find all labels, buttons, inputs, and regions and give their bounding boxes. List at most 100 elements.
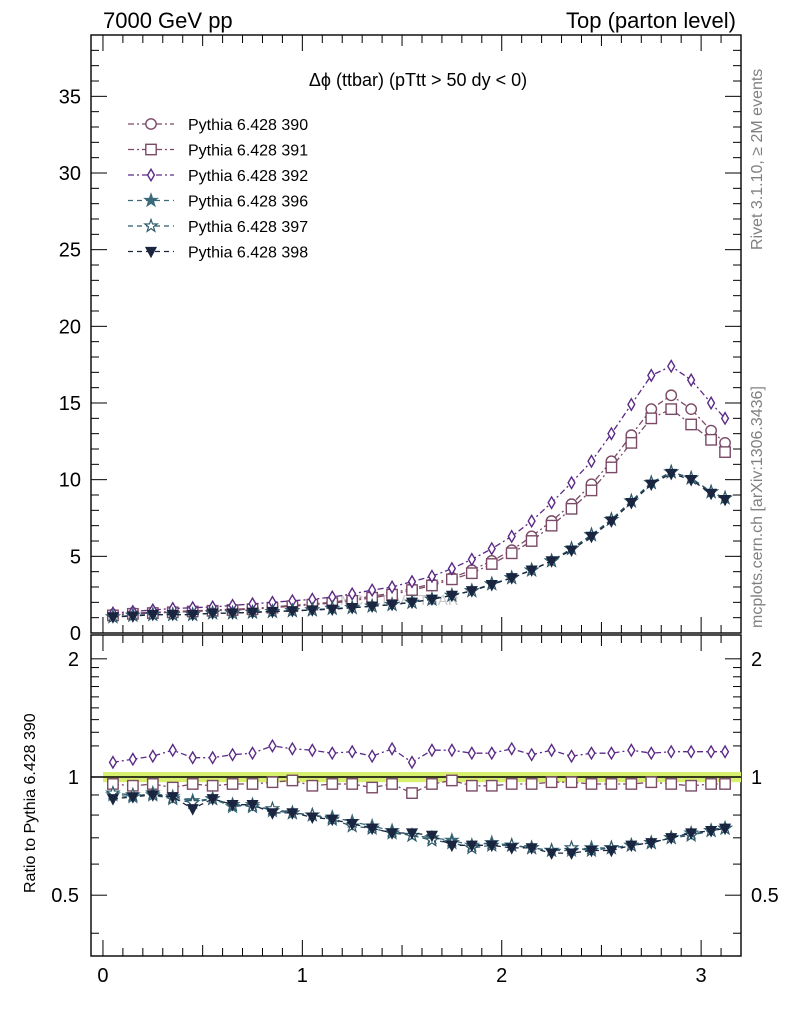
data-point xyxy=(346,603,359,615)
series-5 xyxy=(106,468,732,624)
ratio-data-point xyxy=(288,741,297,756)
legend-label: Pythia 6.428 398 xyxy=(188,245,308,262)
legend-entry: Pythia 6.428 397 xyxy=(128,217,308,236)
data-point xyxy=(326,604,339,617)
ratio-data-point xyxy=(148,749,158,764)
data-point xyxy=(367,582,377,598)
ratio-series-0 xyxy=(107,774,731,799)
ratio-data-point xyxy=(686,744,696,759)
data-point xyxy=(445,590,458,603)
ratio-y-tick-label-right: 0.5 xyxy=(751,885,779,907)
data-point xyxy=(425,594,438,607)
ratio-data-point xyxy=(525,778,538,790)
data-point xyxy=(386,599,399,612)
ratio-data-point xyxy=(719,778,731,790)
ratio-data-point xyxy=(665,778,678,790)
data-point xyxy=(665,389,678,402)
ratio-series-4 xyxy=(106,790,732,860)
ratio-data-point xyxy=(128,752,138,767)
data-point xyxy=(645,412,658,425)
ratio-data-point xyxy=(366,823,379,836)
ratio-axis-ticks: 0.5 0.5 1 1 2 2 0 1 2 3 xyxy=(51,635,779,987)
legend-marker xyxy=(143,217,159,233)
mcplots-reference-label: mcplots.cern.ch [arXiv:1306.3436] xyxy=(749,386,766,628)
ratio-data-point xyxy=(168,743,177,758)
y-tick-label: 10 xyxy=(59,470,81,492)
ratio-data-point xyxy=(625,778,638,790)
y-tick-label: 35 xyxy=(59,86,81,108)
y-tick-label: 15 xyxy=(59,393,81,415)
ratio-data-point xyxy=(505,778,518,790)
y-tick-label: 0 xyxy=(70,623,81,645)
data-point xyxy=(505,573,518,585)
y-tick-label: 25 xyxy=(59,240,81,262)
legend-marker xyxy=(145,118,157,130)
data-point xyxy=(146,609,159,622)
ratio-series-group xyxy=(105,738,733,860)
legend-label: Pythia 6.428 390 xyxy=(188,117,308,134)
data-point xyxy=(567,475,576,490)
ratio-data-point xyxy=(605,778,618,790)
ratio-data-point xyxy=(266,808,279,820)
data-point xyxy=(487,541,496,556)
ratio-data-point xyxy=(126,792,139,804)
data-point xyxy=(605,461,618,474)
data-point xyxy=(266,606,279,619)
data-point xyxy=(226,608,239,620)
legend-entry: Pythia 6.428 391 xyxy=(128,143,308,160)
ratio-data-point xyxy=(445,840,458,853)
data-point xyxy=(686,372,696,388)
data-point xyxy=(605,516,618,528)
data-point xyxy=(465,567,478,580)
series-1 xyxy=(107,403,731,622)
rivet-version-label: Rivet 3.1.10, ≥ 2M events xyxy=(749,69,766,250)
ratio-data-point xyxy=(427,743,437,758)
data-point xyxy=(507,529,516,544)
data-point xyxy=(585,484,598,497)
ratio-data-point xyxy=(286,808,299,820)
x-tick-label: 3 xyxy=(696,965,707,987)
ratio-y-tick-label: 2 xyxy=(68,649,79,671)
ratio-data-point xyxy=(567,749,576,764)
data-point xyxy=(427,569,437,584)
ratio-data-point xyxy=(545,776,558,789)
header-right-label: Top (parton level) xyxy=(566,8,736,33)
data-point xyxy=(607,426,616,441)
data-point xyxy=(705,488,718,501)
data-point xyxy=(485,580,498,592)
ratio-data-point xyxy=(587,746,596,761)
legend: Pythia 6.428 390 Pythia 6.428 391 Pythia 6… xyxy=(128,117,308,262)
ratio-data-point xyxy=(720,744,730,759)
ratio-data-point xyxy=(425,830,438,843)
ratio-data-point xyxy=(346,819,359,831)
ratio-data-point xyxy=(326,778,339,790)
ratio-data-point xyxy=(387,741,397,756)
ratio-data-point xyxy=(645,776,658,789)
data-point xyxy=(585,531,598,544)
main-series-group xyxy=(105,359,733,624)
data-point xyxy=(625,436,638,449)
header-left-label: 7000 GeV pp xyxy=(103,8,233,33)
data-point xyxy=(685,418,698,431)
data-point xyxy=(505,547,518,560)
x-tick-label: 2 xyxy=(496,965,507,987)
legend-label: Pythia 6.428 391 xyxy=(188,143,308,160)
ratio-series-3 xyxy=(105,784,733,858)
ratio-data-point xyxy=(188,750,197,765)
ratio-data-point xyxy=(328,746,337,761)
ratio-data-point xyxy=(467,746,477,761)
ratio-data-point xyxy=(465,840,478,853)
ratio-data-point xyxy=(485,779,498,792)
data-point xyxy=(667,359,676,374)
ratio-y-tick-label: 1 xyxy=(68,767,79,789)
legend-entry: Pythia 6.428 392 xyxy=(128,167,308,185)
ratio-data-point xyxy=(206,794,219,806)
data-point xyxy=(719,446,731,458)
x-tick-label: 1 xyxy=(297,965,308,987)
ratio-data-point xyxy=(667,744,676,759)
ratio-data-point xyxy=(266,776,279,789)
y-tick-label: 20 xyxy=(59,316,81,338)
data-point xyxy=(525,565,538,577)
data-point xyxy=(186,609,199,622)
data-point xyxy=(306,605,319,617)
